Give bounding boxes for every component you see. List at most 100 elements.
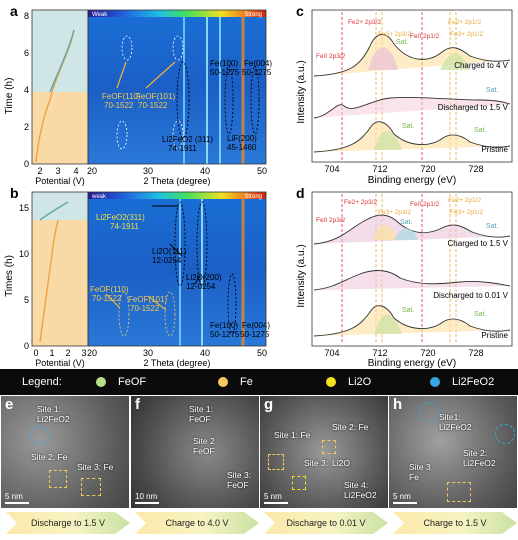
c-sat: Sat. bbox=[396, 39, 409, 46]
a-ytick: 4 bbox=[24, 85, 29, 95]
tem-panel-e: e Site 1: Li2FeO2 Site 2: Fe Site 3: Fe … bbox=[1, 396, 129, 508]
panel-b-label: b bbox=[10, 185, 19, 201]
site-marker bbox=[268, 454, 284, 470]
legend-label: Li2O bbox=[348, 376, 372, 388]
c-sat: Sat. bbox=[486, 87, 499, 94]
li2o-dot-icon bbox=[326, 377, 336, 387]
d-sat: Sat. bbox=[400, 219, 413, 226]
feof-dot-icon bbox=[96, 377, 106, 387]
d-xtick: 720 bbox=[420, 348, 435, 358]
tem-label: g bbox=[264, 396, 274, 413]
step-arrow: Discharge to 0.01 V bbox=[264, 512, 388, 534]
a-theta-label: 2 Theta (degree) bbox=[144, 176, 211, 186]
b-peak-card: 50-1275 bbox=[210, 330, 240, 339]
b-bar-strong: Strong bbox=[244, 194, 262, 200]
d-sat: Sat. bbox=[474, 311, 487, 318]
a-ttick: 40 bbox=[200, 166, 210, 176]
tem-annotation: FeOF bbox=[193, 446, 215, 456]
tem-label: h bbox=[393, 396, 403, 413]
legend-label: Fe bbox=[240, 376, 253, 388]
legend-bar: Legend: FeOF Fe Li2O Li2FeO2 bbox=[0, 369, 518, 395]
a-ptick: 4 bbox=[73, 166, 78, 176]
tem-panel-g: g Site 1: Fe Site 2: Fe Site 3: Li2O Sit… bbox=[260, 396, 388, 508]
c-xtick: 720 bbox=[420, 164, 435, 174]
panel-a-y-title: Time (h) bbox=[4, 78, 15, 115]
panel-d-y-title: Intensity (a.u.) bbox=[296, 244, 307, 307]
legend-title: Legend: bbox=[22, 376, 62, 388]
site-marker bbox=[447, 482, 471, 502]
b-ptick: 2 bbox=[65, 348, 70, 358]
b-ptick: 3 bbox=[81, 348, 86, 358]
c-xtick: 712 bbox=[372, 164, 387, 174]
d-x-title: Binding energy (eV) bbox=[368, 358, 456, 369]
b-ptick: 1 bbox=[49, 348, 54, 358]
a-peak-name: Li2FeO2 (311) bbox=[162, 135, 213, 144]
d-state: Pristine bbox=[481, 331, 508, 340]
a-ytick: 2 bbox=[24, 122, 29, 132]
tem-annotation: Site 1: Fe bbox=[274, 430, 311, 440]
tem-panel-h: h Site1: Li2FeO2 Site 2: Li2FeO2 Site 3:… bbox=[389, 396, 517, 508]
panel-b-y-title: Times (h) bbox=[4, 255, 15, 297]
c-sat: Sat. bbox=[402, 123, 415, 130]
legend-label: FeOF bbox=[118, 376, 147, 388]
c-fe0-12: Fe0 2p1/2 bbox=[410, 33, 440, 40]
step-arrow: Discharge to 1.5 V bbox=[6, 512, 130, 534]
tem-annotation: Site 2: Fe bbox=[332, 422, 369, 432]
tem-annotation: Site 3: Fe bbox=[77, 462, 114, 472]
panel-a-label: a bbox=[10, 3, 18, 19]
tem-annotation: Site 2 bbox=[193, 436, 215, 446]
panel-d-label: d bbox=[296, 185, 305, 201]
process-steps: Discharge to 1.5 V Charge to 4.0 V Disch… bbox=[0, 512, 518, 536]
c-xtick: 728 bbox=[468, 164, 483, 174]
d-fe2-32: Fe2+ 2p3/2 bbox=[344, 199, 377, 206]
step-arrow: Charge to 1.5 V bbox=[393, 512, 517, 534]
a-peak-card: 70-1522 bbox=[104, 101, 134, 110]
d-sat: Sat. bbox=[402, 307, 415, 314]
tem-annotation: Site 3: bbox=[304, 458, 329, 468]
a-ytick: 6 bbox=[24, 48, 29, 58]
b-ttick: 40 bbox=[200, 348, 210, 358]
b-ytick: 5 bbox=[24, 295, 29, 305]
site-marker bbox=[419, 402, 439, 422]
b-peak-name: Li2O(111) bbox=[152, 247, 187, 256]
panel-c-label: c bbox=[296, 3, 304, 19]
tem-annotation: Site 3: bbox=[409, 462, 434, 472]
tem-annotation: Li2FeO2 bbox=[344, 490, 377, 500]
a-peak-card: 74-1911 bbox=[168, 144, 197, 153]
c-x-title: Binding energy (eV) bbox=[368, 175, 456, 186]
tem-panel-f: f Site 1: FeOF Site 2 FeOF Site 3: FeOF … bbox=[131, 396, 259, 508]
site-marker bbox=[81, 478, 101, 496]
tem-annotation: Site 1: bbox=[37, 404, 62, 414]
a-bar-weak: Weak bbox=[92, 12, 108, 18]
b-peak-card: 70-1522 bbox=[130, 304, 160, 313]
b-ytick: 15 bbox=[19, 203, 29, 213]
legend-item-feof: FeOF bbox=[96, 374, 146, 390]
tem-annotation: FeOF bbox=[189, 414, 211, 424]
b-potential-label: Potential (V) bbox=[35, 358, 85, 368]
d-fe2-12: Fe2+ 2p1/2 bbox=[448, 197, 481, 204]
b-peak-card: 12-0254 bbox=[152, 256, 182, 265]
b-ytick: 10 bbox=[19, 249, 29, 259]
site-marker bbox=[29, 426, 49, 444]
tem-annotation: Li2FeO2 bbox=[37, 414, 70, 424]
a-peak-name: Fe(100) bbox=[210, 59, 238, 68]
d-fe0-12: Fe0 2p1/2 bbox=[410, 201, 440, 208]
a-peak-name: FeOF(101) bbox=[136, 92, 175, 101]
c-state: Charged to 4 V bbox=[454, 61, 508, 70]
b-bar-weak: weak bbox=[91, 194, 107, 200]
d-fe3-32: Fe3+ 2p3/2 bbox=[378, 209, 411, 216]
c-state: Pristine bbox=[481, 145, 508, 154]
legend-label: Li2FeO2 bbox=[452, 376, 495, 388]
panel-d: d Intensity (a.u.) Fe0 2p3/2 Fe2+ 2p3/2 … bbox=[296, 185, 513, 369]
a-peak-card: 45-1460 bbox=[227, 143, 257, 152]
c-state: Discharged to 1.5 V bbox=[438, 103, 509, 112]
scale-bar: 5 nm bbox=[5, 492, 29, 504]
b-theta-label: 2 Theta (degree) bbox=[144, 358, 211, 368]
d-sat: Sat. bbox=[486, 223, 499, 230]
b-peak-name: Fe(100) bbox=[210, 321, 238, 330]
b-ttick: 30 bbox=[143, 348, 153, 358]
c-fe3-12: Fe3+ 2p1/2 bbox=[450, 31, 483, 38]
legend-item-fe: Fe bbox=[218, 374, 253, 390]
b-peak-card: 70-1522 bbox=[92, 294, 122, 303]
